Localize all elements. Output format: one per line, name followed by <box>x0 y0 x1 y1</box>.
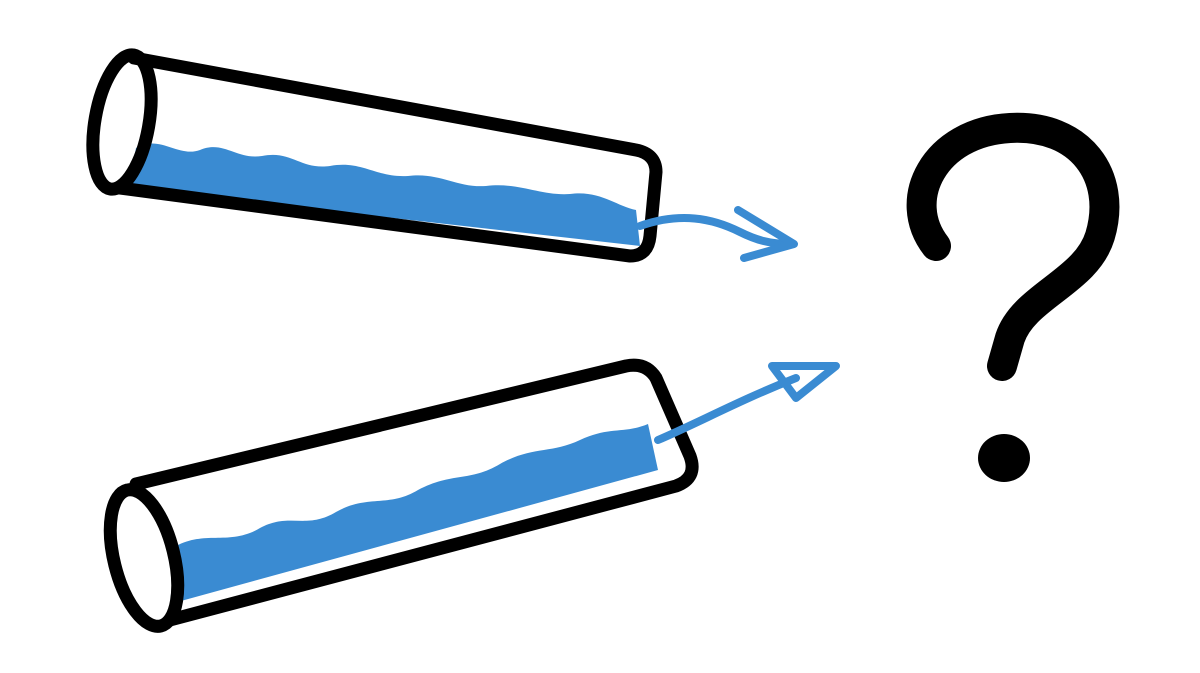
upper-tube-liquid <box>128 143 640 246</box>
upper-tube-opening <box>86 48 158 196</box>
lower-tube-opening <box>103 483 185 633</box>
upper-tube-flow-arrow <box>636 214 794 248</box>
question-mark-curve <box>906 112 1120 381</box>
lower-tube-arrowhead <box>768 362 840 402</box>
question-mark-icon <box>906 112 1120 482</box>
lower-tube-liquid <box>170 424 658 604</box>
upper-tube-body <box>113 51 663 263</box>
lower-tube-body <box>129 358 699 627</box>
upper-tube <box>86 48 798 263</box>
lower-tube <box>103 358 840 633</box>
lower-tube-flow-arrow <box>654 374 800 444</box>
question-mark-dot <box>978 434 1030 482</box>
upper-tube-arrowhead <box>734 206 798 262</box>
